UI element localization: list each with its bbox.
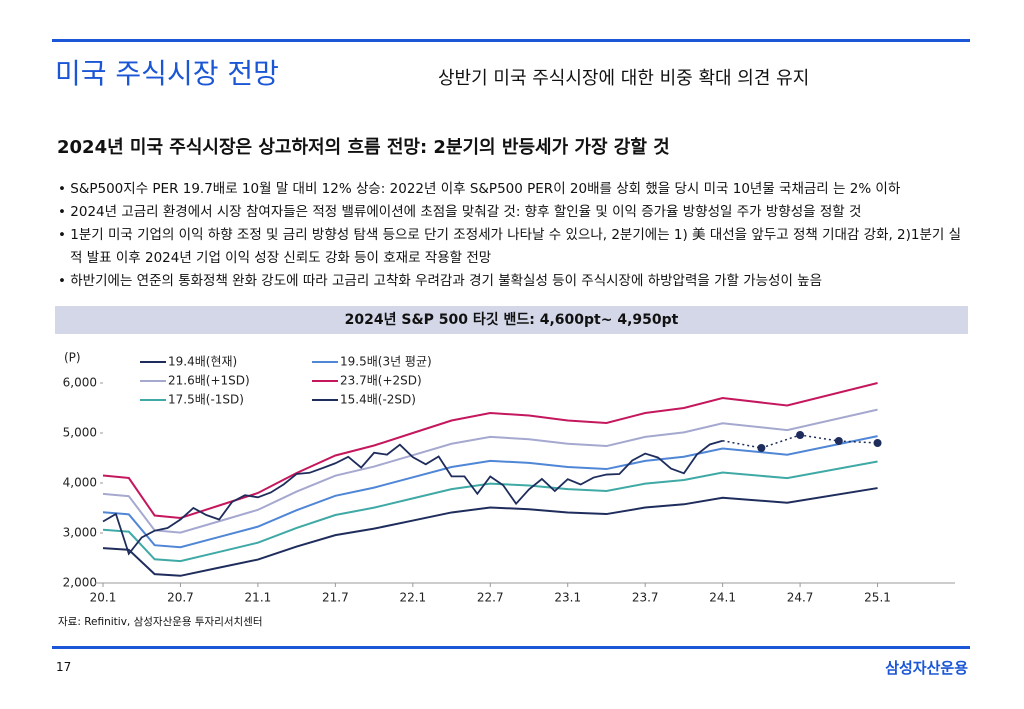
banner: 2024년 S&P 500 타깃 밴드: 4,600pt~ 4,950pt bbox=[55, 306, 968, 334]
legend-label: 19.5배(3년 평균) bbox=[340, 355, 432, 369]
legend-label: 19.4배(현재) bbox=[168, 355, 237, 369]
x-tick-label: 24.7 bbox=[787, 591, 814, 605]
x-tick-label: 22.1 bbox=[399, 591, 426, 605]
legend-label: 17.5배(-1SD) bbox=[168, 393, 244, 407]
series-line bbox=[102, 487, 878, 577]
bullet: 하반기에는 연준의 통화정책 완화 강도에 따라 고금리 고착화 우려감과 경기… bbox=[58, 270, 970, 293]
bullet: 1분기 미국 기업의 이익 하향 조정 및 금리 방향성 탐색 등으로 단기 조… bbox=[58, 224, 970, 270]
page-number: 17 bbox=[56, 660, 72, 674]
series-line bbox=[102, 460, 878, 563]
y-tick-label: 6,000 bbox=[63, 376, 97, 390]
forecast-connector bbox=[722, 440, 762, 449]
x-tick-label: 21.1 bbox=[245, 591, 272, 605]
forecast-point bbox=[796, 431, 805, 439]
bottom-rule bbox=[52, 646, 970, 649]
y-tick-label: 2,000 bbox=[63, 576, 97, 590]
forecast-point bbox=[834, 437, 843, 445]
x-tick-label: 20.7 bbox=[167, 591, 194, 605]
y-tick-label: 3,000 bbox=[63, 526, 97, 540]
x-tick-label: 22.7 bbox=[477, 591, 504, 605]
x-tick-label: 23.1 bbox=[554, 591, 581, 605]
x-tick-label: 23.7 bbox=[632, 591, 659, 605]
series-line bbox=[102, 408, 878, 534]
forecast-point bbox=[873, 439, 882, 447]
heading: 2024년 미국 주식시장은 상고하저의 흐름 전망: 2분기의 반등세가 가장… bbox=[57, 137, 670, 158]
bullet: S&P500지수 PER 19.7배로 10월 말 대비 12% 상승: 202… bbox=[58, 178, 970, 201]
page-subtitle: 상반기 미국 주식시장에 대한 비중 확대 의견 유지 bbox=[438, 68, 810, 89]
series-line bbox=[102, 435, 878, 549]
x-tick-label: 25.1 bbox=[864, 591, 891, 605]
legend-label: 21.6배(+1SD) bbox=[168, 374, 250, 388]
series-line bbox=[102, 439, 723, 556]
brand: 삼성자산운용 bbox=[885, 659, 968, 677]
source: 자료: Refinitiv, 삼성자산운용 투자리서치센터 bbox=[58, 616, 263, 628]
y-tick-label: 4,000 bbox=[63, 476, 97, 490]
page-title: 미국 주식시장 전망 bbox=[55, 57, 279, 90]
x-tick-label: 21.7 bbox=[322, 591, 349, 605]
bullet-list: S&P500지수 PER 19.7배로 10월 말 대비 12% 상승: 202… bbox=[58, 178, 970, 293]
series-line bbox=[102, 382, 878, 520]
x-tick-label: 20.1 bbox=[90, 591, 117, 605]
legend-label: 15.4배(-2SD) bbox=[340, 393, 416, 407]
chart: (P) 2,000 3,000 4,000 5,000 6,000 20.1 20.7 21.… bbox=[63, 351, 955, 605]
legend-label: 23.7배(+2SD) bbox=[340, 374, 422, 388]
x-tick-label: 24.1 bbox=[709, 591, 736, 605]
y-tick-label: 5,000 bbox=[63, 426, 97, 440]
top-rule bbox=[52, 39, 970, 42]
forecast-line bbox=[761, 434, 878, 449]
y-unit: (P) bbox=[64, 351, 81, 365]
forecast-point bbox=[757, 444, 766, 452]
bullet: 2024년 고금리 환경에서 시장 참여자들은 적정 밸류에이션에 초점을 맞춰… bbox=[58, 201, 970, 224]
